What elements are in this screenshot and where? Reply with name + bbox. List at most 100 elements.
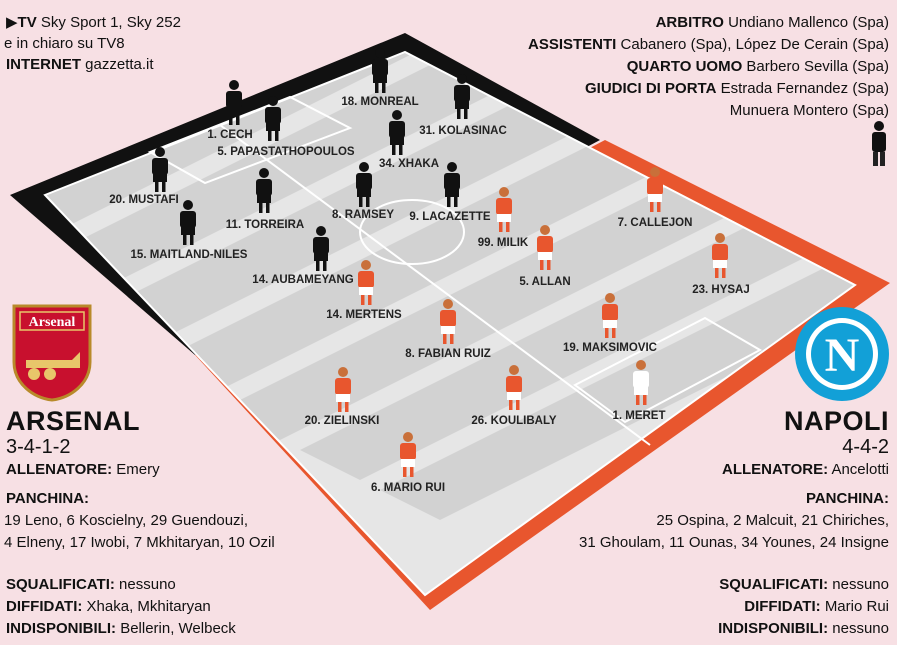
player-label: 14. AUBAMEYANG	[252, 274, 353, 286]
official-value: Estrada Fernandez (Spa)	[720, 80, 889, 97]
player-label: 11. TORREIRA	[226, 219, 304, 231]
unavailable-value: Bellerin, Welbeck	[120, 620, 236, 637]
home-suspended: SQUALIFICATI: nessuno	[6, 574, 176, 595]
warned-value: Xhaka, Mkhitaryan	[86, 598, 211, 615]
player-label: 14. MERTENS	[326, 309, 402, 321]
player-label: 8. FABIAN RUIZ	[405, 348, 491, 360]
home-player-figure	[444, 162, 460, 207]
official-goal-judges: GIUDICI DI PORTA Estrada Fernandez (Spa)	[585, 78, 889, 99]
away-bench-label: PANCHINA:	[805, 490, 889, 507]
away-coach: ALLENATORE: Ancelotti	[722, 459, 889, 480]
player-label: 5. ALLAN	[519, 276, 570, 288]
player-label: 15. MAITLAND-NILES	[131, 249, 248, 261]
home-player-figure	[265, 96, 281, 141]
official-label: ARBITRO	[655, 14, 724, 31]
suspended-value: nessuno	[832, 576, 889, 593]
unavailable-label: INDISPONIBILI:	[6, 620, 117, 637]
coach-label: ALLENATORE:	[722, 461, 829, 478]
official-value: Cabanero (Spa), López De Cerain (Spa)	[620, 36, 889, 53]
home-player-figure	[313, 226, 329, 271]
suspended-label: SQUALIFICATI:	[719, 576, 829, 593]
internet-value: gazzetta.it	[85, 56, 154, 73]
player-label: 5. PAPASTATHOPOULOS	[217, 146, 354, 158]
unavailable-label: INDISPONIBILI:	[718, 620, 829, 637]
internet-label: INTERNET	[6, 56, 81, 73]
away-player-figure	[400, 432, 416, 477]
home-coach: ALLENATORE: Emery	[6, 459, 160, 480]
official-label: GIUDICI DI PORTA	[585, 80, 717, 97]
arsenal-crest-text: Arsenal	[29, 315, 76, 330]
player-label: 9. LACAZETTE	[409, 211, 490, 223]
warned-value: Mario Rui	[824, 598, 889, 615]
home-player-figure	[152, 147, 168, 192]
home-unavailable: INDISPONIBILI: Bellerin, Welbeck	[6, 618, 236, 639]
pitch-lines	[43, 50, 857, 597]
away-formation: 4-4-2	[842, 436, 889, 458]
official-assistants: ASSISTENTI Cabanero (Spa), López De Cera…	[528, 34, 889, 55]
suspended-label: SQUALIFICATI:	[6, 576, 115, 593]
away-player-figure	[496, 187, 512, 232]
player-label: 18. MONREAL	[341, 96, 418, 108]
player-label: 7. CALLEJON	[618, 217, 693, 229]
away-bench-line1: 25 Ospina, 2 Malcuit, 21 Chiriches,	[656, 512, 889, 529]
home-bench-label: PANCHINA:	[6, 490, 90, 507]
arsenal-crest: Arsenal	[12, 304, 92, 402]
tv-label: TV	[17, 14, 37, 31]
official-goal-judges-2: Munuera Montero (Spa)	[730, 100, 889, 121]
referee-icon	[872, 121, 886, 166]
away-team-name: NAPOLI	[783, 406, 889, 436]
away-suspended: SQUALIFICATI: nessuno	[719, 574, 889, 595]
away-warned: DIFFIDATI: Mario Rui	[744, 596, 889, 617]
official-label: QUARTO UOMO	[626, 58, 743, 75]
unavailable-value: nessuno	[832, 620, 889, 637]
away-player-figure	[647, 167, 663, 212]
official-value: Undiano Mallenco (Spa)	[728, 14, 889, 31]
home-formation: 3-4-1-2	[6, 436, 71, 458]
warned-label: DIFFIDATI:	[744, 598, 821, 615]
play-icon: ▶	[6, 14, 18, 31]
tv-line2: e in chiaro su TV8	[4, 35, 125, 52]
player-label: 99. MILIK	[478, 237, 529, 249]
coach-value: Emery	[116, 461, 160, 478]
player-label: 1. CECH	[207, 129, 252, 141]
suspended-value: nessuno	[119, 576, 176, 593]
home-player-figure	[226, 80, 242, 125]
tv-value: Sky Sport 1, Sky 252	[40, 14, 181, 31]
away-player-figure	[440, 299, 456, 344]
official-fourth: QUARTO UOMO Barbero Sevilla (Spa)	[627, 56, 889, 77]
coach-value: Ancelotti	[831, 461, 889, 478]
player-label: 20. ZIELINSKI	[305, 415, 380, 427]
player-label: 26. KOULIBALY	[471, 415, 557, 427]
home-warned: DIFFIDATI: Xhaka, Mkhitaryan	[6, 596, 211, 617]
official-value: Barbero Sevilla (Spa)	[746, 58, 889, 75]
home-bench-line2: 4 Elneny, 17 Iwobi, 7 Mkhitaryan, 10 Ozi…	[4, 534, 275, 551]
players-layer: 1. CECH 5. PAPASTATHOPOULOS 18. MONREAL 31.…	[109, 48, 750, 494]
home-player-figure	[256, 168, 272, 213]
player-label: 6. MARIO RUI	[371, 482, 445, 494]
player-label: 8. RAMSEY	[332, 209, 394, 221]
away-bench-line2: 31 Ghoulam, 11 Ounas, 34 Younes, 24 Insi…	[579, 534, 889, 551]
home-player-figure	[180, 200, 196, 245]
official-referee: ARBITRO Undiano Mallenco (Spa)	[656, 12, 889, 33]
player-label: 20. MUSTAFI	[109, 194, 178, 206]
player-label: 31. KOLASINAC	[419, 125, 507, 137]
home-player-figure	[389, 110, 405, 155]
away-player-figure	[358, 260, 374, 305]
home-player-figure	[454, 74, 470, 119]
home-bench-line1: 19 Leno, 6 Koscielny, 29 Guendouzi,	[4, 512, 249, 529]
warned-label: DIFFIDATI:	[6, 598, 83, 615]
internet-info: INTERNET gazzetta.it	[6, 54, 154, 75]
napoli-crest-text: N	[825, 329, 860, 382]
away-player-figure	[602, 293, 618, 338]
player-label: 34. XHAKA	[379, 158, 439, 170]
official-label: ASSISTENTI	[527, 36, 617, 53]
coach-label: ALLENATORE:	[6, 461, 113, 478]
away-player-figure	[506, 365, 522, 410]
official-value: Munuera Montero (Spa)	[729, 102, 889, 119]
away-player-figure	[712, 233, 728, 278]
napoli-crest: N	[795, 307, 889, 401]
home-team-name: ARSENAL	[6, 406, 141, 436]
player-label: 1. MERET	[612, 410, 665, 422]
player-label: 23. HYSAJ	[692, 284, 750, 296]
